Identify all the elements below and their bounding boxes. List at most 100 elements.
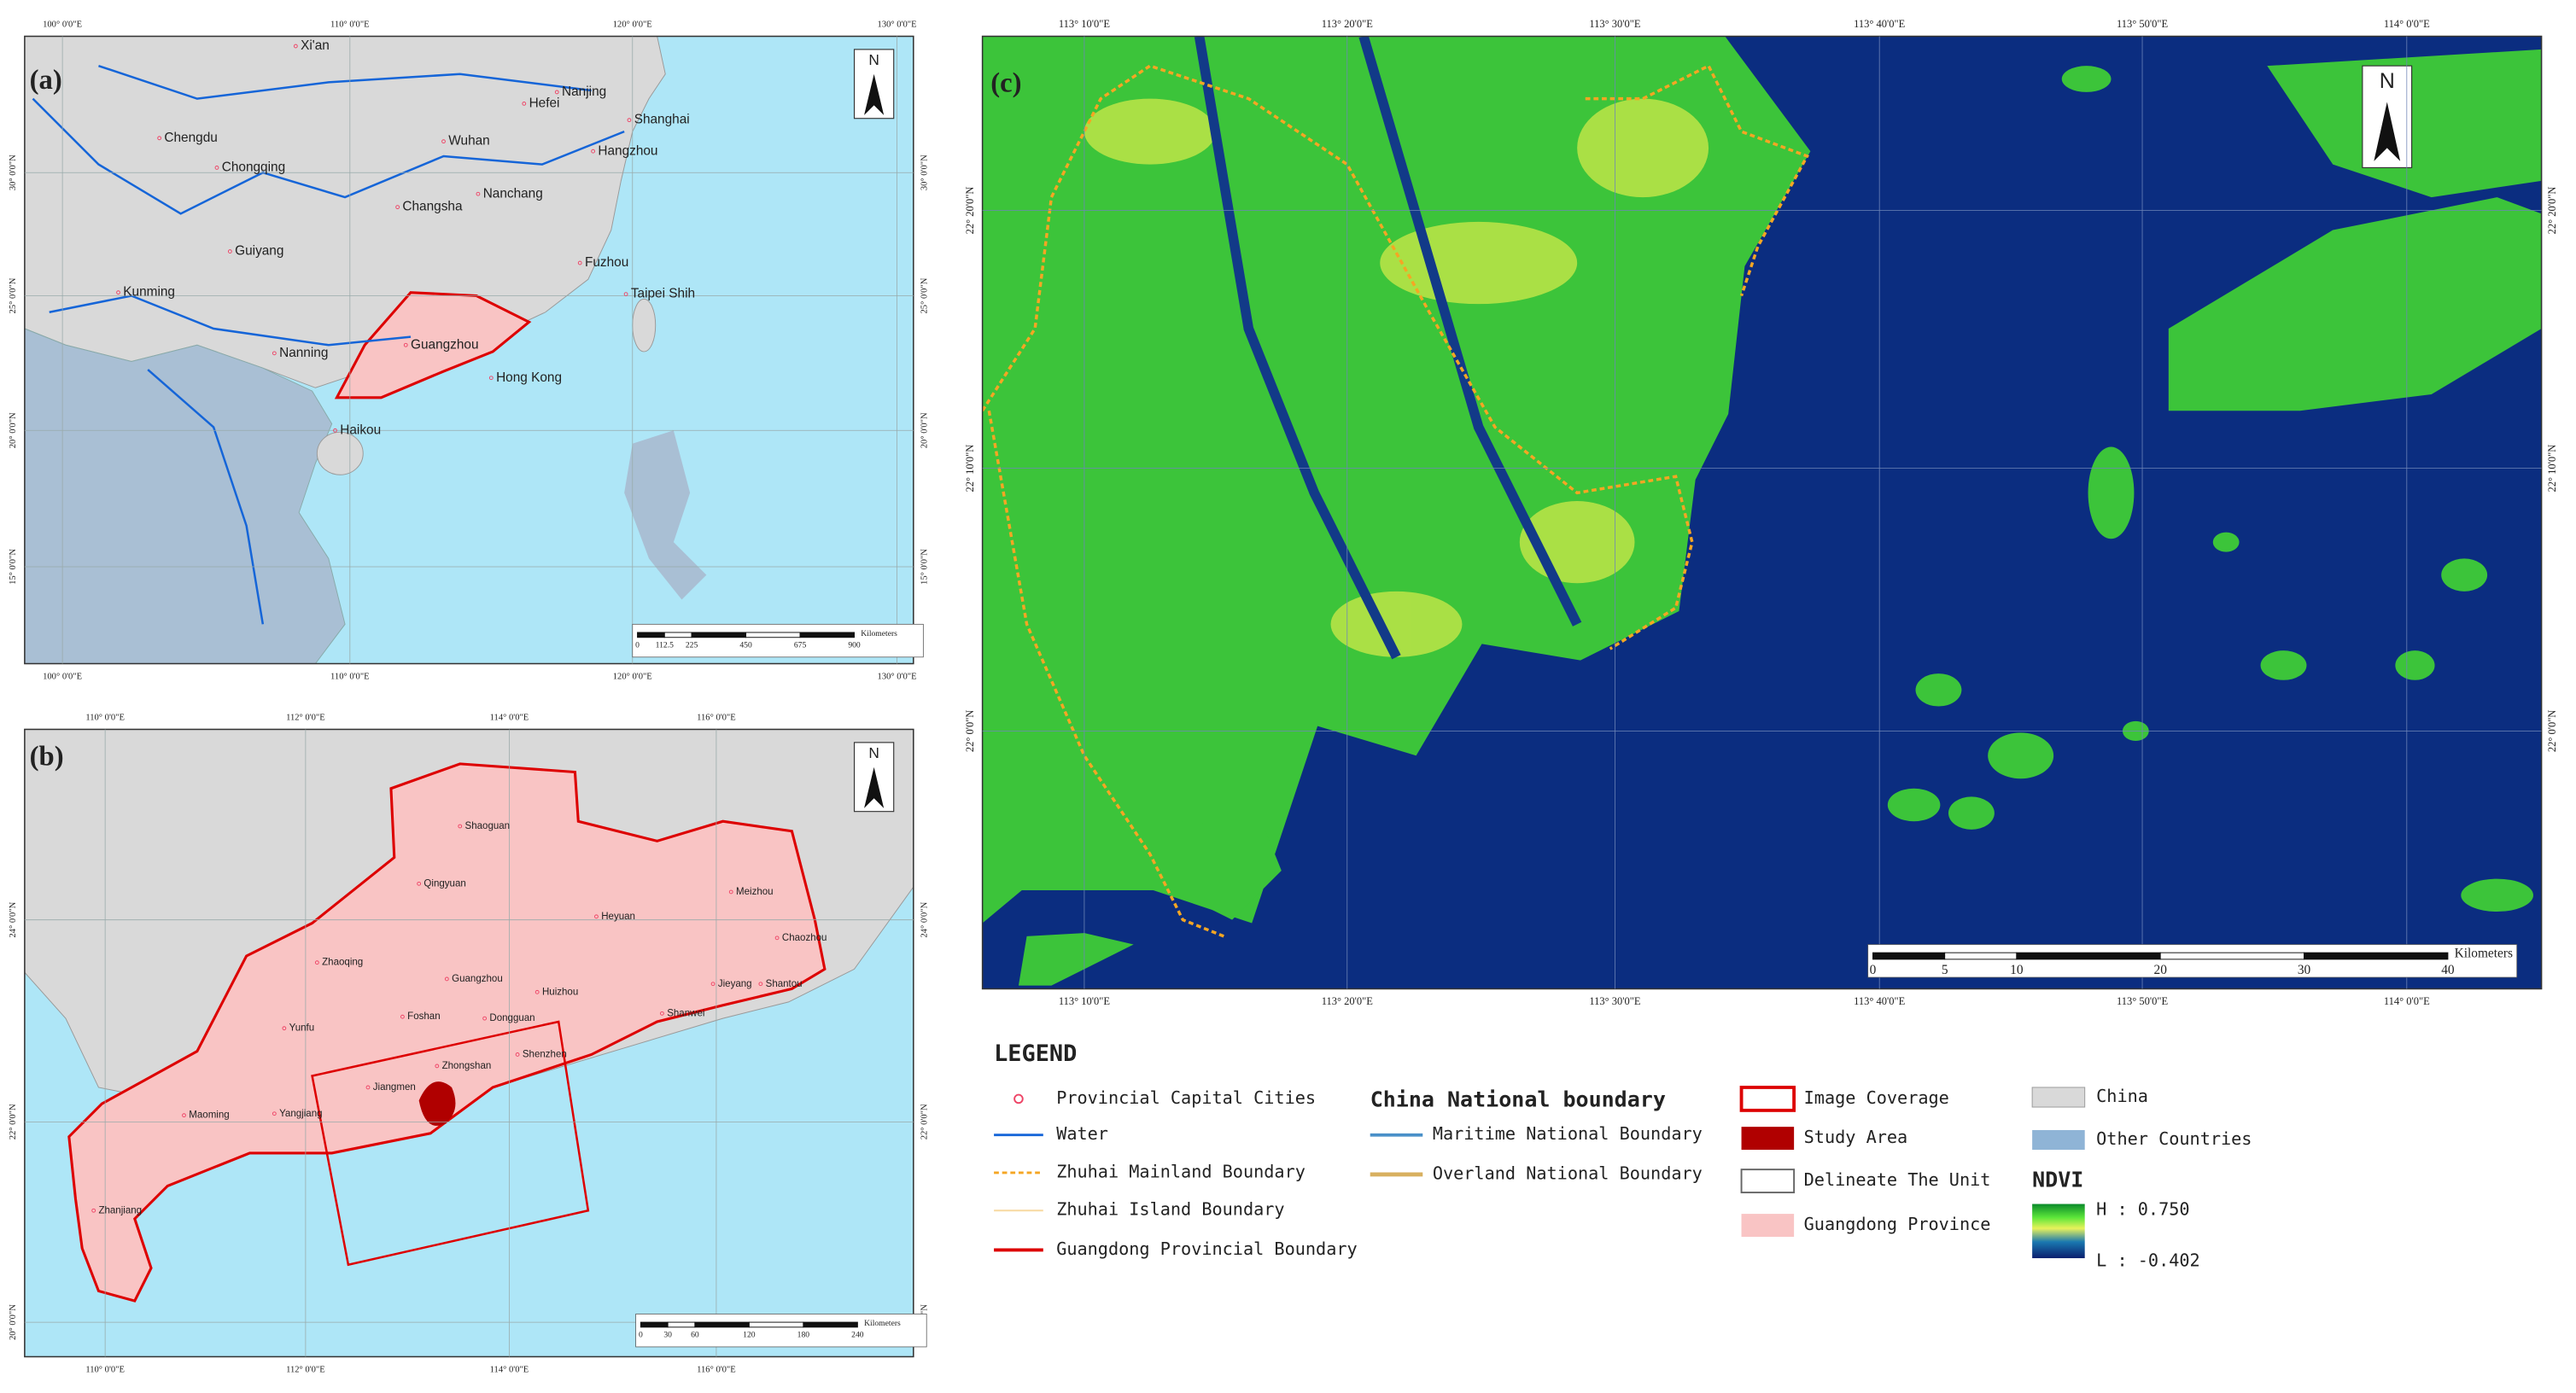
city-label: Jieyang: [718, 979, 752, 989]
legend-title: LEGEND: [994, 1040, 1077, 1067]
scale-label: 30: [663, 1331, 672, 1340]
north-label: N: [868, 744, 879, 761]
lon-label: 120° 0'0"E: [613, 20, 652, 29]
city-marker: [214, 166, 219, 170]
scale-unit: Kilometers: [2455, 947, 2513, 961]
city-label: Changsha: [402, 200, 463, 214]
scale-label: 900: [848, 641, 861, 650]
city-label: Dongguan: [489, 1013, 534, 1023]
legend: LEGEND China National boundary NDVI H : …: [994, 1040, 2252, 1270]
city-label: Shaoguan: [465, 821, 511, 831]
lat-label: 22° 0'0"N: [920, 1104, 930, 1139]
city-marker: [554, 90, 559, 95]
lat-label: 22° 10'0"N: [2546, 445, 2558, 493]
north-label: N: [2380, 69, 2395, 93]
lon-label: 130° 0'0"E: [878, 20, 917, 29]
city-label: Jiangmen: [373, 1082, 416, 1093]
lon-label: 112° 0'0"E: [286, 713, 325, 722]
city-label: Guangzhou: [411, 337, 479, 352]
scale-label: 0: [635, 641, 640, 650]
city-label: Shanghai: [634, 113, 690, 127]
scale-label: 0: [639, 1331, 643, 1340]
city-label: Nanning: [279, 346, 328, 360]
legend-label: China: [2096, 1086, 2148, 1106]
lon-label: 130° 0'0"E: [878, 672, 917, 681]
city-label: Shenzhen: [523, 1050, 567, 1060]
city-marker: [482, 1016, 488, 1021]
city-label: Zhongshan: [442, 1061, 492, 1071]
city-label: Guangzhou: [452, 974, 503, 984]
city-marker: [488, 376, 494, 381]
city-marker: [182, 1113, 186, 1118]
lon-label: 116° 0'0"E: [697, 713, 736, 722]
lon-label: 114° 0'0"E: [490, 713, 529, 722]
lon-label: 113° 20'0"E: [1322, 18, 1374, 30]
swatch: [1013, 1093, 1024, 1104]
city-marker: [458, 824, 463, 829]
city-marker: [403, 342, 408, 347]
lon-label: 113° 40'0"E: [1854, 18, 1906, 30]
lat-label: 24° 0'0"N: [9, 901, 18, 937]
city-marker: [515, 1052, 520, 1057]
scale-box: [635, 1314, 927, 1348]
city-marker: [157, 136, 162, 141]
scale-segment: [640, 1321, 669, 1328]
scale-segment: [799, 632, 856, 638]
map-c: [982, 36, 2542, 989]
city-marker: [522, 101, 527, 106]
swatch: [1741, 1214, 1795, 1238]
swatch: [1740, 1169, 1796, 1194]
city-label: Zhaoqing: [322, 958, 363, 968]
scale-unit: Kilometers: [861, 629, 897, 638]
city-label: Chongqing: [222, 160, 285, 175]
city-marker: [282, 1026, 287, 1031]
city-label: Foshan: [407, 1011, 440, 1022]
city-label: Meizhou: [736, 887, 774, 897]
lon-label: 114° 0'0"E: [490, 1365, 529, 1374]
city-marker: [417, 881, 422, 886]
city-marker: [758, 982, 763, 987]
lat-label: 25° 0'0"N: [9, 277, 18, 313]
city-label: Chaozhou: [782, 933, 827, 943]
city-label: Xi'an: [301, 38, 330, 53]
scale-label: 112.5: [656, 641, 674, 650]
legend-label: Overland National Boundary: [1433, 1163, 1703, 1183]
legend-label: Zhuhai Island Boundary: [1056, 1199, 1284, 1220]
lon-label: 113° 50'0"E: [2117, 18, 2169, 30]
legend-label: Image Coverage: [1804, 1087, 1949, 1108]
city-marker: [627, 118, 632, 123]
lat-label: 30° 0'0"N: [9, 154, 18, 190]
scale-label: 180: [797, 1331, 810, 1340]
lat-label: 25° 0'0"N: [920, 277, 930, 313]
city-marker: [594, 914, 599, 919]
city-marker: [272, 1111, 277, 1116]
scale-segment: [803, 1321, 858, 1328]
city-marker: [441, 139, 446, 144]
city-marker: [710, 982, 716, 987]
legend-label: Other Countries: [2096, 1128, 2252, 1149]
lat-label: 22° 0'0"N: [964, 710, 976, 753]
city-marker: [623, 292, 628, 296]
lon-label: 113° 40'0"E: [1854, 995, 1906, 1007]
legend-label: Guangdong Provincial Boundary: [1056, 1239, 1357, 1259]
city-label: Hangzhou: [598, 143, 657, 158]
scale-box: [632, 623, 924, 658]
city-label: Wuhan: [448, 134, 489, 149]
scale-segment: [748, 1321, 804, 1328]
swatch: [2032, 1129, 2085, 1151]
scale-segment: [2016, 952, 2161, 960]
lat-label: 20° 0'0"N: [920, 412, 930, 448]
city-label: Shantou: [766, 979, 803, 989]
city-marker: [333, 428, 337, 433]
scale-box: [1867, 944, 2518, 978]
scale-label: 20: [2154, 963, 2168, 977]
scale-label: 240: [851, 1331, 864, 1340]
ndvi-title: NDVI: [2032, 1168, 2083, 1192]
legend-label: Delineate The Unit: [1804, 1169, 1991, 1190]
lat-label: 22° 20'0"N: [964, 187, 976, 235]
city-marker: [774, 935, 780, 941]
lon-label: 113° 30'0"E: [1589, 995, 1641, 1007]
scale-label: 450: [739, 641, 752, 650]
lon-label: 110° 0'0"E: [330, 20, 370, 29]
